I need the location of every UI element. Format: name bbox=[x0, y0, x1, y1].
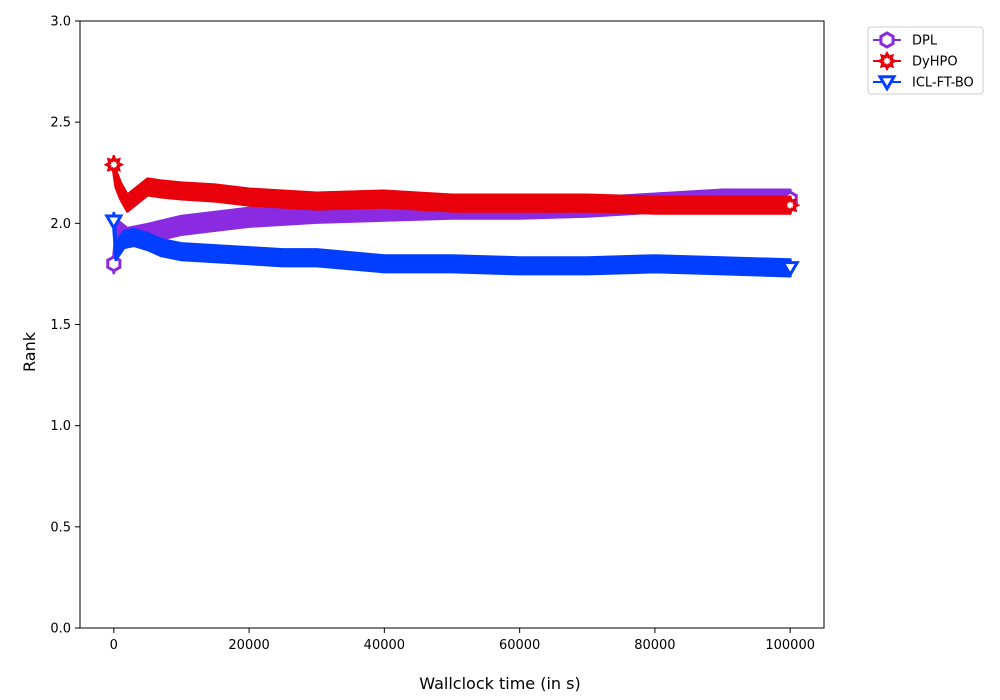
y-tick-label: 2.0 bbox=[50, 217, 71, 232]
x-tick-label: 100000 bbox=[765, 638, 815, 653]
x-tick-label: 0 bbox=[110, 638, 118, 653]
series-marker-start-icl-ft-bo bbox=[104, 214, 124, 231]
legend-item-dyhpo: DyHPO bbox=[873, 50, 958, 72]
legend-marker-dpl bbox=[879, 31, 895, 49]
x-tick-label: 60000 bbox=[499, 638, 540, 653]
y-tick-label: 1.0 bbox=[50, 419, 71, 434]
x-axis-ticks: 0 20000 40000 60000 80000 100000 bbox=[110, 628, 815, 653]
x-tick-label: 80000 bbox=[634, 638, 675, 653]
y-tick-label: 2.5 bbox=[50, 116, 71, 131]
legend-marker-icl-ft-bo bbox=[877, 75, 897, 92]
legend-item-dpl: DPL bbox=[873, 31, 938, 49]
y-tick-label: 0.0 bbox=[50, 622, 71, 637]
series-line-icl-ft-bo bbox=[112, 221, 791, 269]
legend-label: DyHPO bbox=[912, 55, 958, 70]
x-axis-label: Wallclock time (in s) bbox=[419, 674, 580, 693]
y-axis-label: Rank bbox=[20, 331, 39, 372]
legend-box bbox=[867, 26, 984, 95]
y-tick-label: 3.0 bbox=[50, 15, 71, 30]
y-tick-label: 0.5 bbox=[50, 520, 71, 535]
series-icl-ft-bo bbox=[104, 211, 800, 278]
series-dyhpo bbox=[103, 154, 801, 216]
legend-label: ICL-FT-BO bbox=[912, 76, 974, 91]
x-tick-label: 20000 bbox=[228, 638, 269, 653]
y-axis-ticks: 0.0 0.5 1.0 1.5 2.0 2.5 3.0 bbox=[50, 15, 80, 637]
plot-frame bbox=[79, 20, 825, 629]
legend-label: DPL bbox=[912, 34, 938, 49]
x-tick-label: 40000 bbox=[364, 638, 405, 653]
plot-layer bbox=[103, 154, 801, 278]
series-marker-start-dyhpo bbox=[103, 154, 124, 175]
legend: DPL DyHPO ICL-FT-BO bbox=[867, 26, 984, 95]
legend-item-icl-ft-bo: ICL-FT-BO bbox=[873, 75, 974, 92]
series-line-dyhpo bbox=[112, 164, 791, 207]
series-marker-end-icl-ft-bo bbox=[780, 261, 800, 278]
series-marker-end-dyhpo bbox=[780, 195, 801, 216]
legend-marker-dyhpo bbox=[876, 50, 898, 72]
y-tick-label: 1.5 bbox=[50, 318, 71, 333]
